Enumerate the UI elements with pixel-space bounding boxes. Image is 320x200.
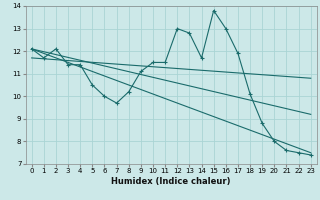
X-axis label: Humidex (Indice chaleur): Humidex (Indice chaleur) bbox=[111, 177, 231, 186]
